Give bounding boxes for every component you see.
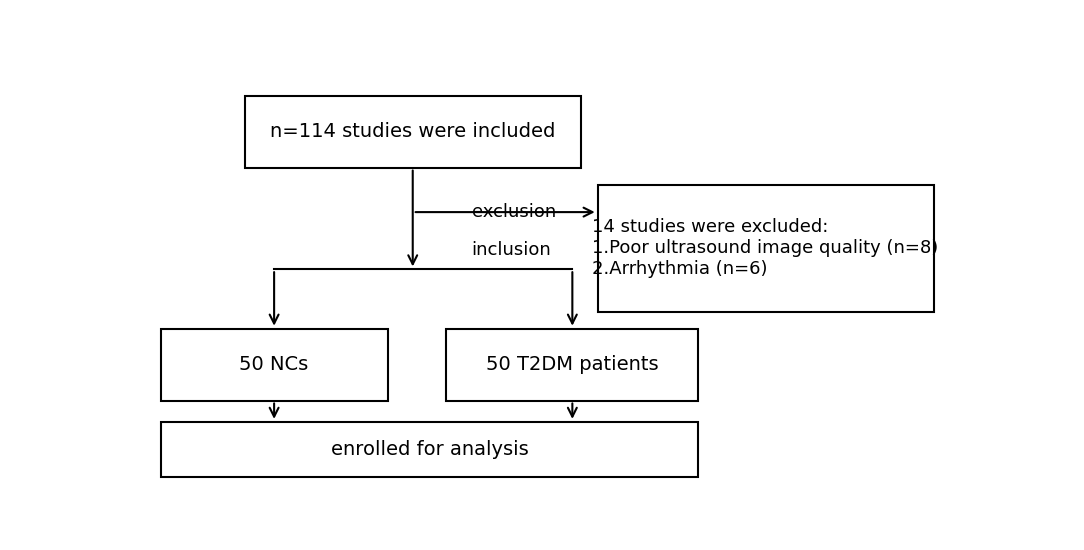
FancyBboxPatch shape (597, 185, 933, 312)
Text: inclusion: inclusion (472, 241, 552, 259)
FancyBboxPatch shape (245, 96, 581, 168)
FancyBboxPatch shape (160, 422, 698, 477)
FancyBboxPatch shape (160, 328, 388, 400)
Text: 50 NCs: 50 NCs (240, 355, 309, 374)
Text: 14 studies were excluded:
1.Poor ultrasound image quality (n=8)
2.Arrhythmia (n=: 14 studies were excluded: 1.Poor ultraso… (593, 218, 939, 278)
Text: 50 T2DM patients: 50 T2DM patients (486, 355, 659, 374)
Text: n=114 studies were included: n=114 studies were included (270, 122, 555, 141)
Text: enrolled for analysis: enrolled for analysis (331, 440, 528, 459)
FancyBboxPatch shape (447, 328, 698, 400)
Text: exclusion: exclusion (472, 203, 556, 221)
